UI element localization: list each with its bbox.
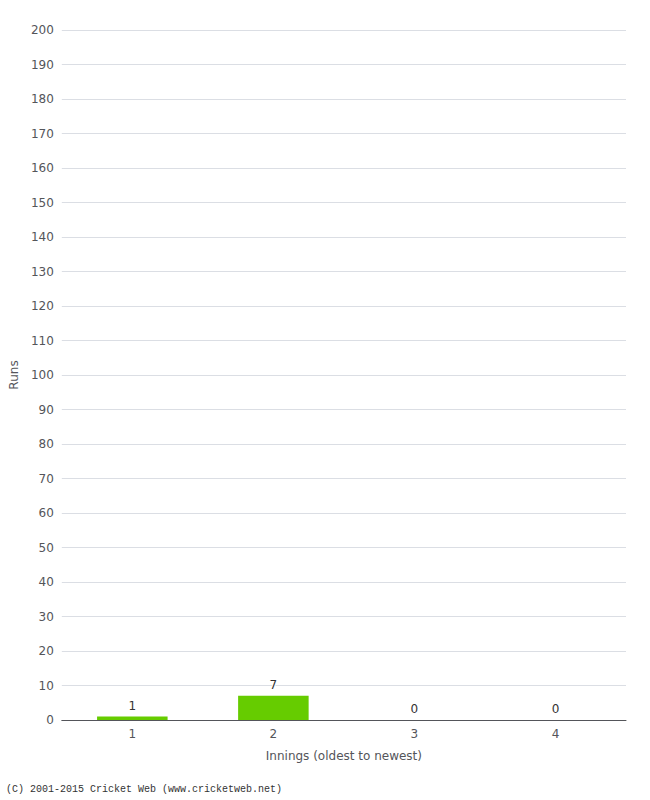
svg-text:(C) 2001-2015 Cricket Web (www: (C) 2001-2015 Cricket Web (www.cricketwe… — [6, 784, 282, 795]
svg-text:20: 20 — [39, 644, 54, 658]
svg-text:60: 60 — [39, 506, 54, 520]
svg-text:3: 3 — [411, 727, 419, 741]
svg-text:1: 1 — [129, 699, 137, 713]
svg-text:2: 2 — [270, 727, 278, 741]
svg-text:10: 10 — [39, 679, 54, 693]
svg-text:30: 30 — [39, 610, 54, 624]
svg-text:130: 130 — [31, 265, 54, 279]
svg-text:1: 1 — [129, 727, 137, 741]
svg-text:110: 110 — [31, 334, 54, 348]
svg-text:140: 140 — [31, 230, 54, 244]
svg-text:0: 0 — [552, 702, 560, 716]
svg-text:170: 170 — [31, 127, 54, 141]
svg-text:100: 100 — [31, 368, 54, 382]
svg-text:80: 80 — [39, 437, 54, 451]
svg-text:4: 4 — [552, 727, 560, 741]
svg-text:160: 160 — [31, 161, 54, 175]
svg-text:0: 0 — [46, 713, 54, 727]
svg-text:120: 120 — [31, 299, 54, 313]
svg-text:190: 190 — [31, 58, 54, 72]
svg-text:40: 40 — [39, 575, 54, 589]
svg-text:0: 0 — [411, 702, 419, 716]
svg-text:Innings (oldest to newest): Innings (oldest to newest) — [266, 749, 422, 763]
svg-text:150: 150 — [31, 196, 54, 210]
svg-text:70: 70 — [39, 472, 54, 486]
svg-text:180: 180 — [31, 92, 54, 106]
svg-text:200: 200 — [31, 23, 54, 37]
svg-text:Runs: Runs — [7, 360, 21, 389]
svg-text:50: 50 — [39, 541, 54, 555]
svg-text:90: 90 — [39, 403, 54, 417]
svg-text:7: 7 — [270, 678, 278, 692]
